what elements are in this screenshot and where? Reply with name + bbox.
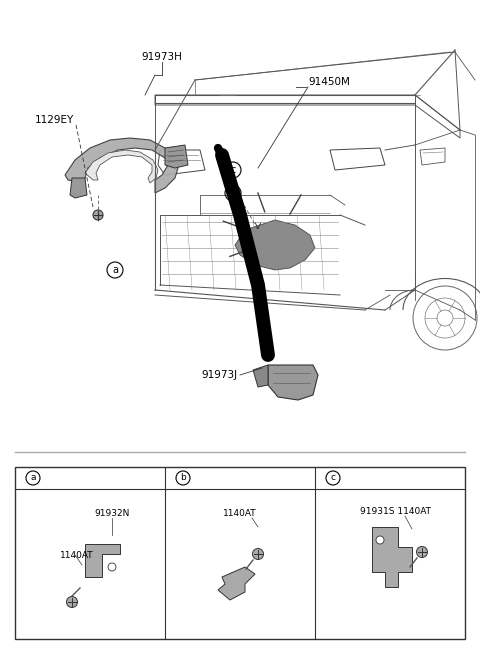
Text: c: c — [331, 474, 336, 483]
Text: b: b — [180, 474, 186, 483]
Text: 91973J: 91973J — [202, 370, 238, 380]
Polygon shape — [85, 150, 158, 183]
Circle shape — [417, 546, 428, 558]
Text: c: c — [230, 165, 236, 175]
Text: 91973H: 91973H — [142, 52, 182, 62]
Circle shape — [376, 536, 384, 544]
Text: b: b — [230, 188, 236, 198]
Text: 1140AT: 1140AT — [223, 510, 257, 518]
Text: 1140AT: 1140AT — [60, 550, 94, 560]
Polygon shape — [165, 145, 188, 168]
Polygon shape — [235, 220, 315, 270]
Polygon shape — [218, 567, 255, 600]
Text: a: a — [112, 265, 118, 275]
Polygon shape — [253, 365, 268, 387]
Text: 91931S 1140AT: 91931S 1140AT — [360, 506, 431, 516]
Text: 91450M: 91450M — [308, 77, 350, 87]
Circle shape — [108, 563, 116, 571]
Polygon shape — [70, 178, 87, 198]
Polygon shape — [372, 527, 412, 587]
Text: 91932N: 91932N — [94, 510, 130, 518]
Text: a: a — [30, 474, 36, 483]
Circle shape — [67, 596, 77, 607]
Bar — [15, 467, 465, 639]
Polygon shape — [268, 365, 318, 400]
Circle shape — [252, 548, 264, 560]
Polygon shape — [65, 138, 178, 193]
Text: 1129EY: 1129EY — [35, 115, 73, 125]
Polygon shape — [85, 544, 120, 577]
Circle shape — [93, 210, 103, 220]
